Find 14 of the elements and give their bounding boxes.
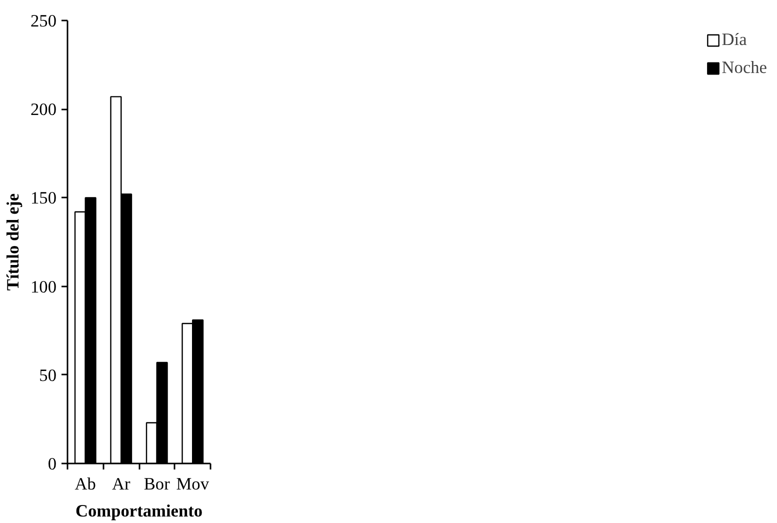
y-axis-title: Título del eje (4, 193, 23, 291)
y-tick-label: 0 (48, 454, 57, 474)
x-axis-title: Comportamiento (75, 502, 203, 520)
x-tick-label: Ar (112, 474, 130, 494)
x-tick-label: Bor (144, 474, 170, 494)
y-tick-label: 100 (30, 277, 57, 296)
y-tick-label: 150 (30, 188, 57, 208)
legend-label: Noche (722, 58, 767, 78)
legend-label: Día (722, 30, 747, 50)
x-tick-label: Ab (74, 474, 96, 494)
y-tick-label: 250 (30, 12, 57, 30)
y-tick-label: 200 (30, 100, 57, 120)
x-tick-label: Mov (176, 474, 210, 494)
y-tick-label: 50 (39, 366, 56, 385)
